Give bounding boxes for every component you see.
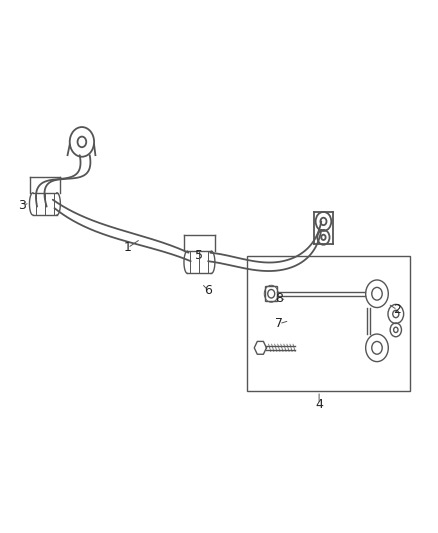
Bar: [265, 286, 277, 301]
Text: 1: 1: [124, 241, 131, 254]
Text: 2: 2: [393, 303, 401, 317]
Text: 7: 7: [275, 317, 283, 330]
Bar: [247, 256, 410, 391]
Text: 5: 5: [195, 249, 203, 262]
Text: 3: 3: [18, 199, 26, 212]
Text: 6: 6: [204, 284, 212, 297]
Text: 4: 4: [315, 398, 323, 411]
Text: 8: 8: [275, 292, 283, 305]
